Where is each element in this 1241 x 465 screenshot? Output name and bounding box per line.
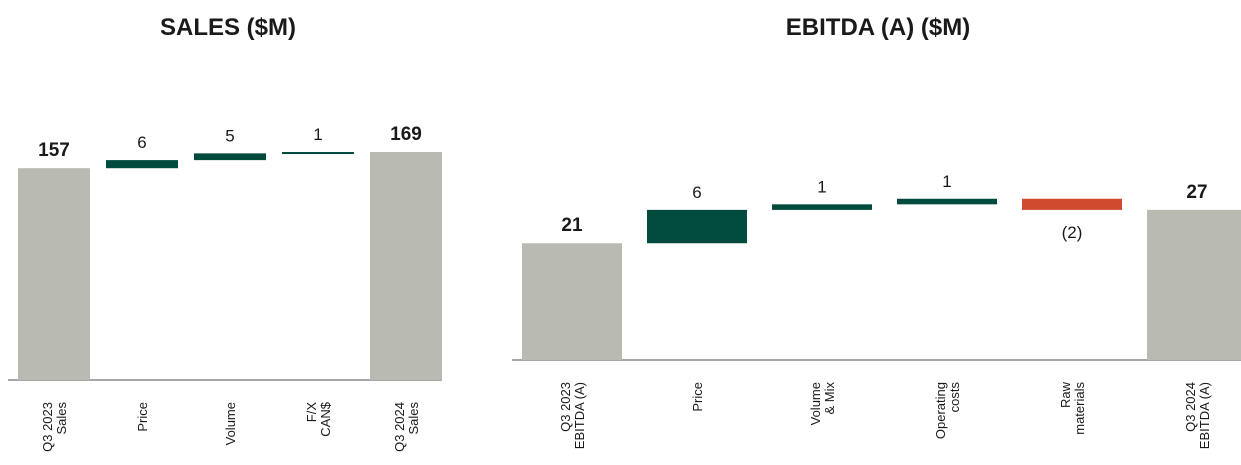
sales-value-label-1: 6 — [137, 133, 146, 152]
sales-chart-title: SALES ($M) — [159, 14, 297, 41]
ebitda-category-line: materials — [1072, 382, 1087, 435]
ebitda-category-line: Operating — [933, 382, 948, 439]
sales-category-line: Q3 2024 — [392, 402, 407, 452]
ebitda-category-label-5: Q3 2024 EBITDA (A) — [1183, 382, 1212, 449]
ebitda-value-label-3: 1 — [942, 172, 951, 191]
sales-bar-0 — [18, 168, 90, 380]
sales-category-line: F/X — [304, 402, 319, 423]
ebitda-category-line: Price — [690, 382, 705, 412]
ebitda-value-label-2: 1 — [817, 177, 826, 196]
sales-category-label-2: Volume — [223, 402, 238, 445]
sales-value-label-4: 169 — [390, 124, 422, 145]
sales-category-line: Q3 2023 — [40, 402, 55, 452]
ebitda-value-label-4: (2) — [1062, 223, 1083, 242]
ebitda-bar-3 — [897, 198, 997, 205]
sales-category-line: Sales — [54, 402, 69, 435]
ebitda-bar-5 — [1147, 209, 1241, 360]
ebitda-category-label-2: Volume & Mix — [808, 382, 837, 426]
ebitda-category-line: Volume — [808, 382, 823, 425]
ebitda-category-line: EBITDA (A) — [1197, 382, 1212, 449]
ebitda-category-label-1: Price — [690, 382, 705, 412]
ebitda-bar-0 — [522, 243, 622, 360]
sales-category-line: Volume — [223, 402, 238, 445]
sales-bar-4 — [370, 152, 442, 380]
ebitda-category-line: Q3 2023 — [558, 382, 573, 432]
sales-category-line: Sales — [406, 402, 421, 435]
sales-value-label-3: 1 — [313, 125, 322, 144]
ebitda-bar-4 — [1022, 198, 1122, 210]
sales-bar-3 — [282, 152, 354, 155]
sales-bar-1 — [106, 160, 178, 169]
ebitda-category-line: costs — [947, 382, 962, 413]
ebitda-value-label-5: 27 — [1186, 182, 1207, 203]
sales-category-label-4: Q3 2024 Sales — [392, 402, 421, 452]
ebitda-category-label-0: Q3 2023 EBITDA (A) — [558, 382, 587, 449]
sales-category-label-3: F/X CAN$ — [304, 401, 333, 436]
ebitda-category-line: Q3 2024 — [1183, 382, 1198, 432]
sales-category-line: CAN$ — [318, 401, 333, 436]
ebitda-category-line: & Mix — [822, 382, 837, 415]
sales-value-label-2: 5 — [225, 126, 234, 145]
sales-category-label-1: Price — [135, 402, 150, 432]
ebitda-category-label-4: Raw materials — [1058, 381, 1087, 434]
sales-category-line: Price — [135, 402, 150, 432]
ebitda-bar-2 — [772, 204, 872, 210]
ebitda-chart-title: EBITDA (A) ($M) — [785, 14, 971, 41]
sales-bar-2 — [194, 153, 266, 161]
ebitda-value-label-0: 21 — [561, 215, 583, 236]
ebitda-value-label-1: 6 — [692, 183, 701, 202]
ebitda-category-label-3: Operating costs — [933, 382, 962, 440]
ebitda-category-line: EBITDA (A) — [572, 382, 587, 449]
ebitda-category-line: Raw — [1058, 381, 1073, 408]
ebitda-bar-1 — [647, 209, 747, 244]
sales-category-label-0: Q3 2023 Sales — [40, 402, 69, 452]
sales-value-label-0: 157 — [38, 140, 70, 161]
